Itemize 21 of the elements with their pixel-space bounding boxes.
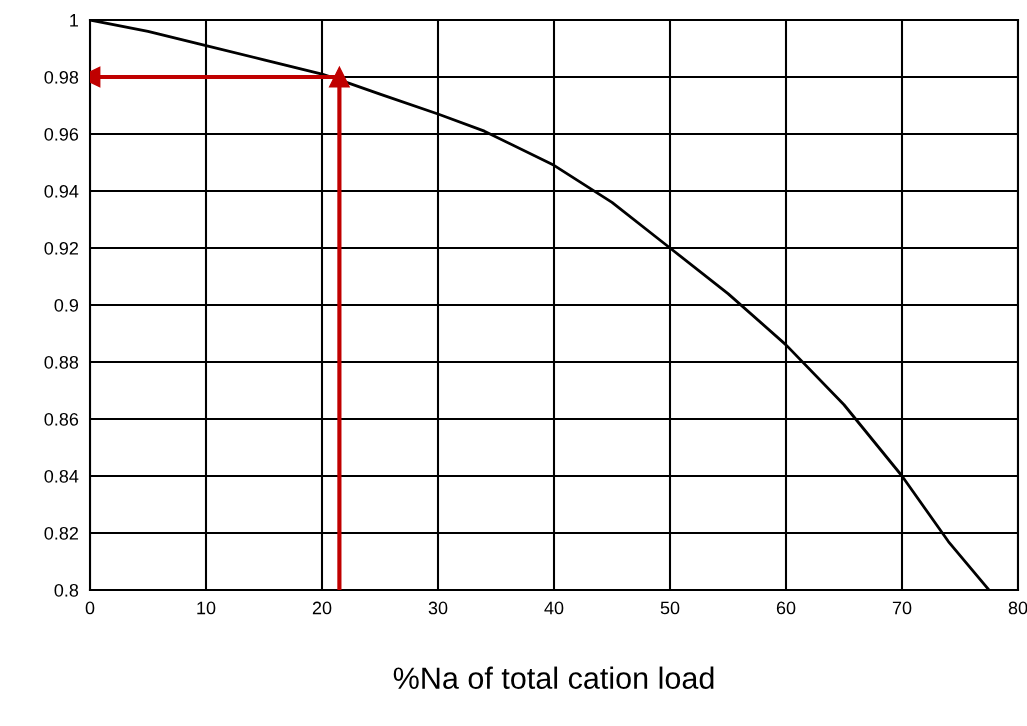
x-tick-label: 70 <box>892 601 912 615</box>
y-tick-label: 0.86 <box>44 412 79 426</box>
x-tick-label: 20 <box>312 601 332 615</box>
y-tick-label: 0.92 <box>44 241 78 255</box>
y-tick-label: 0.94 <box>44 184 79 198</box>
x-tick-label: 40 <box>544 601 564 615</box>
x-tick-label: 80 <box>1008 601 1027 615</box>
x-tick-label: 50 <box>660 601 680 615</box>
x-tick-label: 60 <box>776 601 796 615</box>
y-tick-label: 0.98 <box>44 70 79 84</box>
y-tick-label: 0.84 <box>44 469 79 483</box>
y-tick-label: 0.9 <box>54 298 79 312</box>
x-tick-label: 10 <box>197 601 216 615</box>
y-tick-label: 0.82 <box>44 526 78 540</box>
y-tick-label: 1 <box>70 14 79 27</box>
y-tick-label: 0.96 <box>44 127 79 141</box>
x-tick-label: 30 <box>428 601 448 615</box>
x-tick-label: 0 <box>85 601 95 615</box>
x-axis-title: %Na of total cation load <box>393 666 714 689</box>
y-tick-label: 0.8 <box>54 583 79 597</box>
y-tick-label: 0.88 <box>44 355 79 369</box>
